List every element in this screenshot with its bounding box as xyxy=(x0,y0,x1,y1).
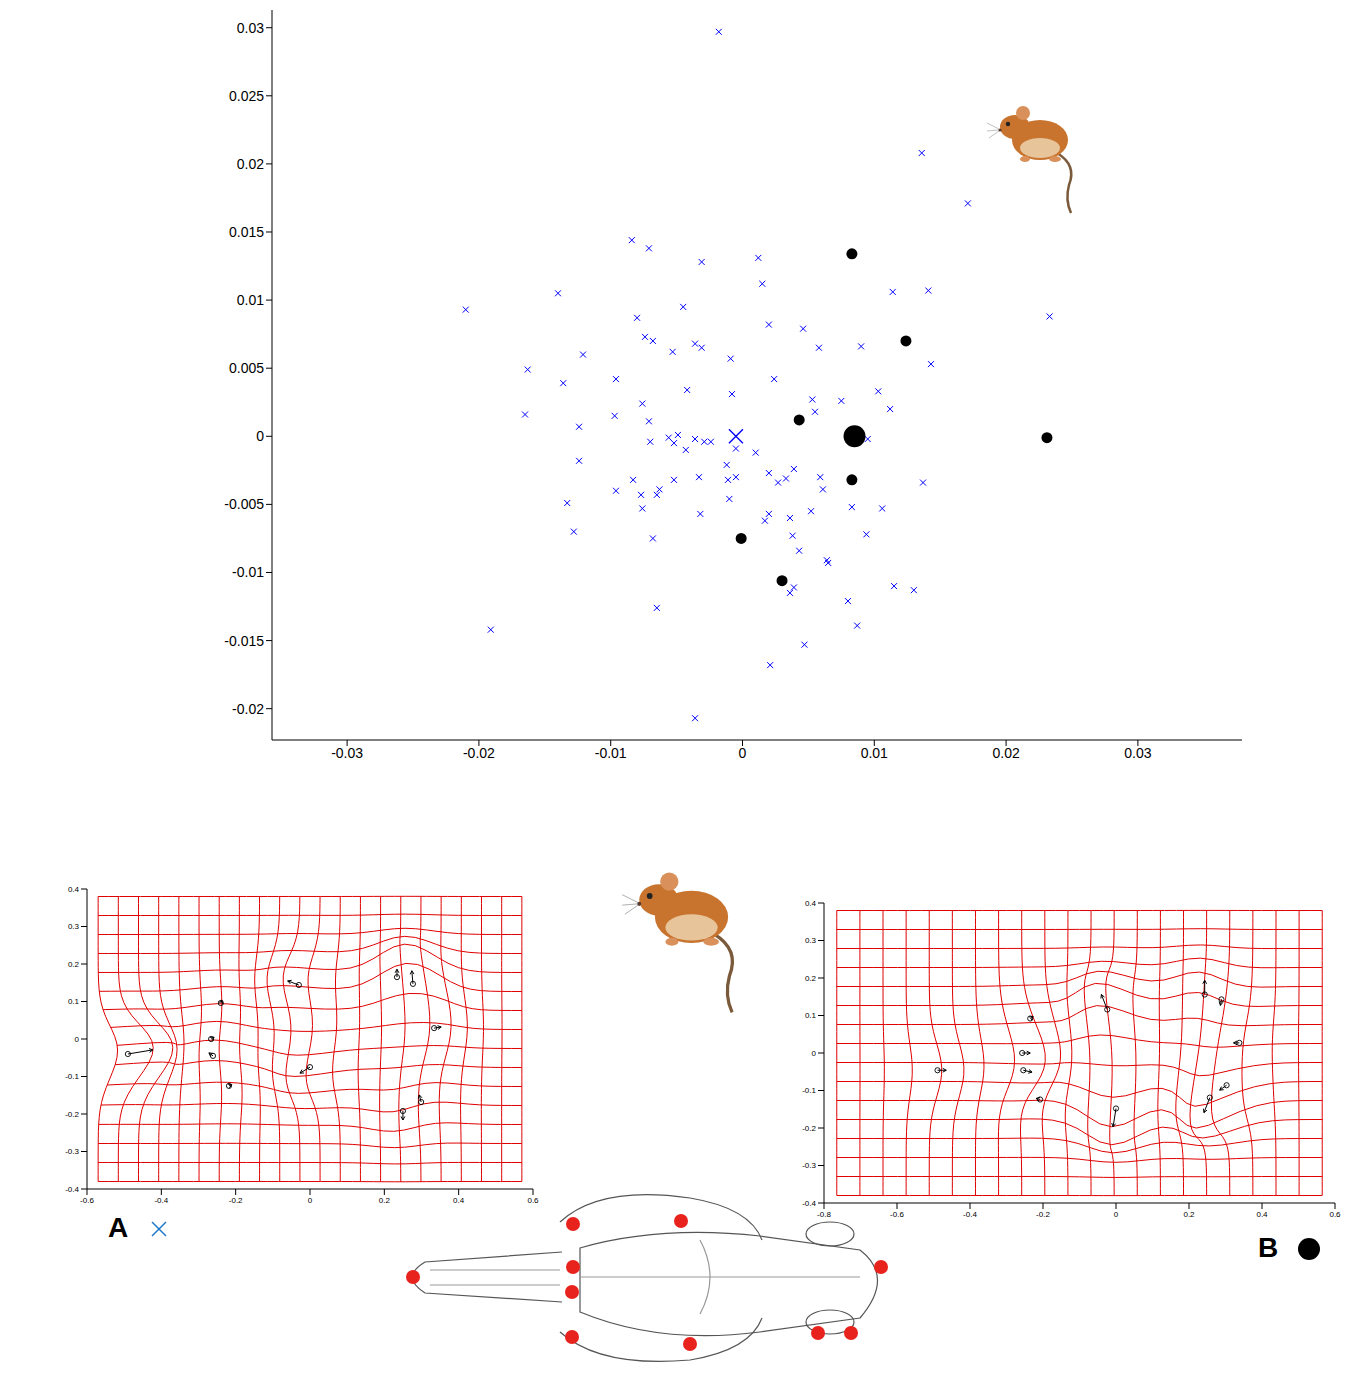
svg-text:0.6: 0.6 xyxy=(527,1196,539,1205)
svg-text:-0.01: -0.01 xyxy=(595,745,627,761)
svg-text:0.01: 0.01 xyxy=(861,745,888,761)
svg-text:-0.005: -0.005 xyxy=(224,496,264,512)
svg-text:-0.3: -0.3 xyxy=(802,1161,816,1170)
svg-text:-0.02: -0.02 xyxy=(232,701,264,717)
svg-text:-0.6: -0.6 xyxy=(890,1210,904,1219)
svg-text:0.4: 0.4 xyxy=(453,1196,465,1205)
svg-text:0: 0 xyxy=(256,428,264,444)
svg-text:-0.8: -0.8 xyxy=(817,1210,831,1219)
svg-text:-0.02: -0.02 xyxy=(463,745,495,761)
svg-text:0: 0 xyxy=(739,745,747,761)
svg-text:0.01: 0.01 xyxy=(237,292,264,308)
html-text:B: B xyxy=(1258,1232,1279,1263)
svg-text:-0.4: -0.4 xyxy=(65,1185,79,1194)
svg-text:-0.01: -0.01 xyxy=(232,564,264,580)
svg-text:-0.2: -0.2 xyxy=(802,1124,816,1133)
svg-text:-0.03: -0.03 xyxy=(331,745,363,761)
svg-text:0.2: 0.2 xyxy=(1183,1210,1195,1219)
svg-text:0.03: 0.03 xyxy=(237,20,264,36)
svg-text:0: 0 xyxy=(308,1196,313,1205)
html-text:A: A xyxy=(108,1212,129,1243)
svg-text:0: 0 xyxy=(1114,1210,1119,1219)
svg-text:0.005: 0.005 xyxy=(229,360,264,376)
svg-text:0.4: 0.4 xyxy=(805,899,817,908)
svg-text:-0.4: -0.4 xyxy=(802,1199,816,1208)
svg-text:0.015: 0.015 xyxy=(229,224,264,240)
svg-text:-0.2: -0.2 xyxy=(229,1196,243,1205)
svg-text:-0.3: -0.3 xyxy=(65,1147,79,1156)
svg-text:-0.2: -0.2 xyxy=(65,1110,79,1119)
svg-text:0: 0 xyxy=(75,1035,80,1044)
svg-text:-0.4: -0.4 xyxy=(154,1196,168,1205)
svg-text:0.025: 0.025 xyxy=(229,88,264,104)
svg-text:0.2: 0.2 xyxy=(68,960,80,969)
svg-text:-0.4: -0.4 xyxy=(963,1210,977,1219)
svg-text:0.02: 0.02 xyxy=(237,156,264,172)
svg-text:0.6: 0.6 xyxy=(1329,1210,1341,1219)
svg-text:-0.2: -0.2 xyxy=(1036,1210,1050,1219)
svg-text:0.02: 0.02 xyxy=(992,745,1019,761)
svg-text:0.1: 0.1 xyxy=(68,997,80,1006)
svg-text:-0.6: -0.6 xyxy=(80,1196,94,1205)
svg-text:0.4: 0.4 xyxy=(68,885,80,894)
svg-text:-0.015: -0.015 xyxy=(224,633,264,649)
svg-text:0.1: 0.1 xyxy=(805,1011,817,1020)
svg-text:0: 0 xyxy=(812,1049,817,1058)
svg-text:0.2: 0.2 xyxy=(379,1196,391,1205)
svg-text:0.03: 0.03 xyxy=(1124,745,1151,761)
svg-text:-0.1: -0.1 xyxy=(65,1072,79,1081)
svg-text:-0.1: -0.1 xyxy=(802,1086,816,1095)
svg-text:0.3: 0.3 xyxy=(68,922,80,931)
svg-text:0.4: 0.4 xyxy=(1256,1210,1268,1219)
svg-text:0.3: 0.3 xyxy=(805,936,817,945)
svg-text:0.2: 0.2 xyxy=(805,974,817,983)
